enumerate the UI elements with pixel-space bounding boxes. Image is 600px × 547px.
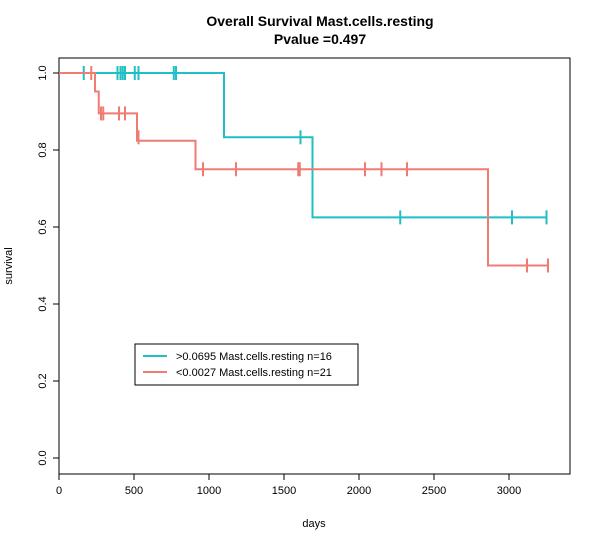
legend: >0.0695 Mast.cells.resting n=16 <0.0027 … <box>134 343 359 386</box>
chart-subtitle: Pvalue =0.497 <box>274 31 366 47</box>
y-tick-label-1: 0.2 <box>37 373 49 388</box>
series-layer <box>59 66 549 273</box>
series-1-line <box>59 72 547 219</box>
y-tick-label-2: 0.4 <box>37 296 49 311</box>
x-tick-label-2: 1000 <box>197 485 221 497</box>
y-axis-label: survival <box>3 247 15 284</box>
x-tick-label-3: 1500 <box>272 485 296 497</box>
y-tick-label-4: 0.8 <box>37 142 49 157</box>
series-2-line <box>59 72 548 267</box>
y-tick-label-5: 1.0 <box>37 65 49 80</box>
x-axis-label: days <box>302 518 326 530</box>
y-tick-label-3: 0.6 <box>37 219 49 234</box>
y-axis: 0.0 0.2 0.4 0.6 0.8 1.0 <box>37 65 60 466</box>
x-tick-label-1: 500 <box>125 485 143 497</box>
legend-label-series-1: >0.0695 Mast.cells.resting n=16 <box>176 351 332 363</box>
legend-label-series-2: <0.0027 Mast.cells.resting n=21 <box>176 367 332 379</box>
x-tick-label-5: 2500 <box>422 485 446 497</box>
x-tick-label-4: 2000 <box>347 485 371 497</box>
y-tick-label-0: 0.0 <box>37 450 49 465</box>
legend-box <box>134 343 359 386</box>
x-axis: 0 500 1000 1500 2000 2500 3000 <box>56 473 521 497</box>
chart-title: Overall Survival Mast.cells.resting <box>206 13 433 29</box>
x-tick-label-0: 0 <box>56 485 62 497</box>
x-tick-label-6: 3000 <box>497 485 521 497</box>
